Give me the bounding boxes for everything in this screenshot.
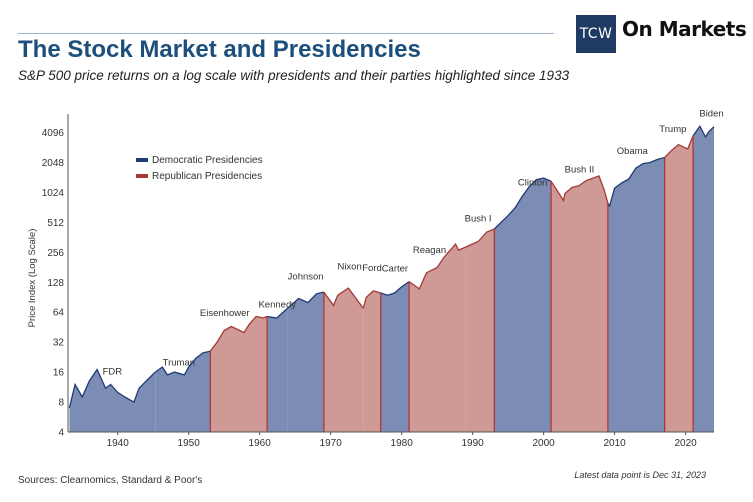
y-tick-label: 4 (58, 428, 64, 439)
x-tick-label: 2020 (674, 438, 697, 449)
line-kennedy (266, 307, 288, 319)
area-johnson (287, 292, 324, 432)
area-nixon (323, 288, 364, 432)
area-ford (363, 290, 381, 432)
line-truman (154, 350, 211, 376)
line-bush-ii (550, 175, 609, 204)
y-tick-label: 512 (47, 218, 64, 229)
president-label: Biden (699, 108, 723, 119)
president-label: Nixon (337, 261, 361, 272)
area-truman (155, 351, 211, 432)
y-axis-title: Price Index (Log Scale) (27, 229, 38, 328)
x-tick-label: 1970 (320, 438, 343, 449)
x-tick-label: 1990 (462, 438, 485, 449)
x-tick-label: 1960 (249, 438, 272, 449)
page-title: The Stock Market and Presidencies (18, 36, 421, 63)
area-eisenhower (210, 316, 268, 432)
page-subtitle: S&P 500 price returns on a log scale wit… (18, 68, 570, 83)
area-bush-ii (551, 176, 608, 432)
y-tick-label: 32 (53, 338, 65, 349)
area-kennedy (267, 308, 288, 432)
president-label: Obama (617, 146, 649, 157)
president-label: Kennedy (258, 300, 296, 311)
y-tick-label: 2048 (42, 158, 65, 169)
president-label: Johnson (288, 272, 324, 283)
area-clinton (494, 178, 552, 432)
president-label: Trump (659, 124, 686, 135)
sources-note: Sources: Clearnomics, Standard & Poor's (18, 475, 203, 486)
area-obama (607, 157, 665, 432)
president-label: Reagan (413, 245, 446, 256)
legend-label: Democratic Presidencies (152, 155, 263, 166)
y-tick-label: 16 (53, 368, 65, 379)
line-eisenhower (209, 315, 268, 352)
line-fdr (68, 368, 156, 408)
line-nixon (323, 287, 364, 309)
y-tick-label: 64 (53, 308, 65, 319)
line-johnson (286, 291, 325, 309)
presidency-dividers (209, 135, 694, 432)
y-tick-label: 1024 (42, 188, 65, 199)
x-tick-label: 1950 (178, 438, 201, 449)
president-label: Clinton (518, 178, 548, 189)
president-label: Ford (362, 263, 382, 274)
area-bush-i (465, 229, 495, 432)
x-tick-label: 2000 (533, 438, 556, 449)
tcw-logo-mark: TCW (579, 26, 613, 42)
president-label: FDR (103, 367, 123, 378)
area-reagan (409, 244, 466, 432)
line-biden (692, 124, 715, 139)
x-tick-label: 1940 (107, 438, 130, 449)
chart-legend: Democratic Presidencies Republican Presid… (136, 155, 263, 182)
line-obama (607, 156, 665, 208)
area-trump (664, 135, 694, 432)
line-ford (362, 290, 381, 309)
line-trump (664, 135, 694, 158)
president-label: Carter (382, 264, 408, 275)
y-tick-label: 128 (47, 278, 64, 289)
tcw-logo: TCW (576, 15, 616, 53)
area-carter (380, 281, 410, 432)
area-fdr (69, 369, 156, 432)
header-rule (18, 33, 554, 34)
president-labels: FDR Truman Eisenhower Kennedy Johnson Nixon Fo… (103, 108, 724, 377)
president-label: Truman (163, 357, 195, 368)
latest-data-note: Latest data point is Dec 31, 2023 (574, 470, 706, 480)
area-biden (693, 126, 714, 432)
y-tick-label: 256 (47, 248, 64, 259)
legend-label: Republican Presidencies (152, 171, 262, 182)
legend-swatch (136, 174, 148, 178)
line-carter (380, 281, 410, 296)
line-reagan (408, 242, 467, 290)
price-lines (68, 124, 715, 408)
y-tick-label: 4096 (42, 128, 65, 139)
president-label: Bush II (565, 164, 595, 175)
president-label: Eisenhower (200, 308, 250, 319)
legend-swatch (136, 158, 148, 162)
line-clinton (493, 177, 552, 230)
on-markets-logo: On Markets (622, 17, 747, 41)
party-areas (69, 126, 714, 432)
y-tick-label: 8 (58, 398, 64, 409)
chart-axes: 4 8 16 32 64 128 256 512 1024 2048 4096 1940 1950 196… (27, 114, 714, 449)
x-tick-label: 1980 (391, 438, 414, 449)
president-label: Bush I (465, 213, 492, 224)
line-bush-i (465, 228, 495, 248)
x-tick-label: 2010 (603, 438, 626, 449)
